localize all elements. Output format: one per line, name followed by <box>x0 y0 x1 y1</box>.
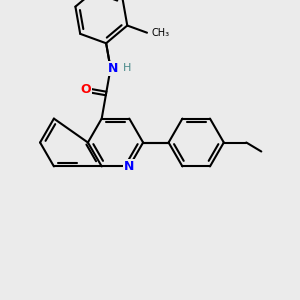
Text: H: H <box>123 63 131 74</box>
Text: N: N <box>124 160 134 173</box>
Text: O: O <box>80 83 91 96</box>
Text: CH₃: CH₃ <box>152 28 169 38</box>
Text: N: N <box>108 62 118 75</box>
